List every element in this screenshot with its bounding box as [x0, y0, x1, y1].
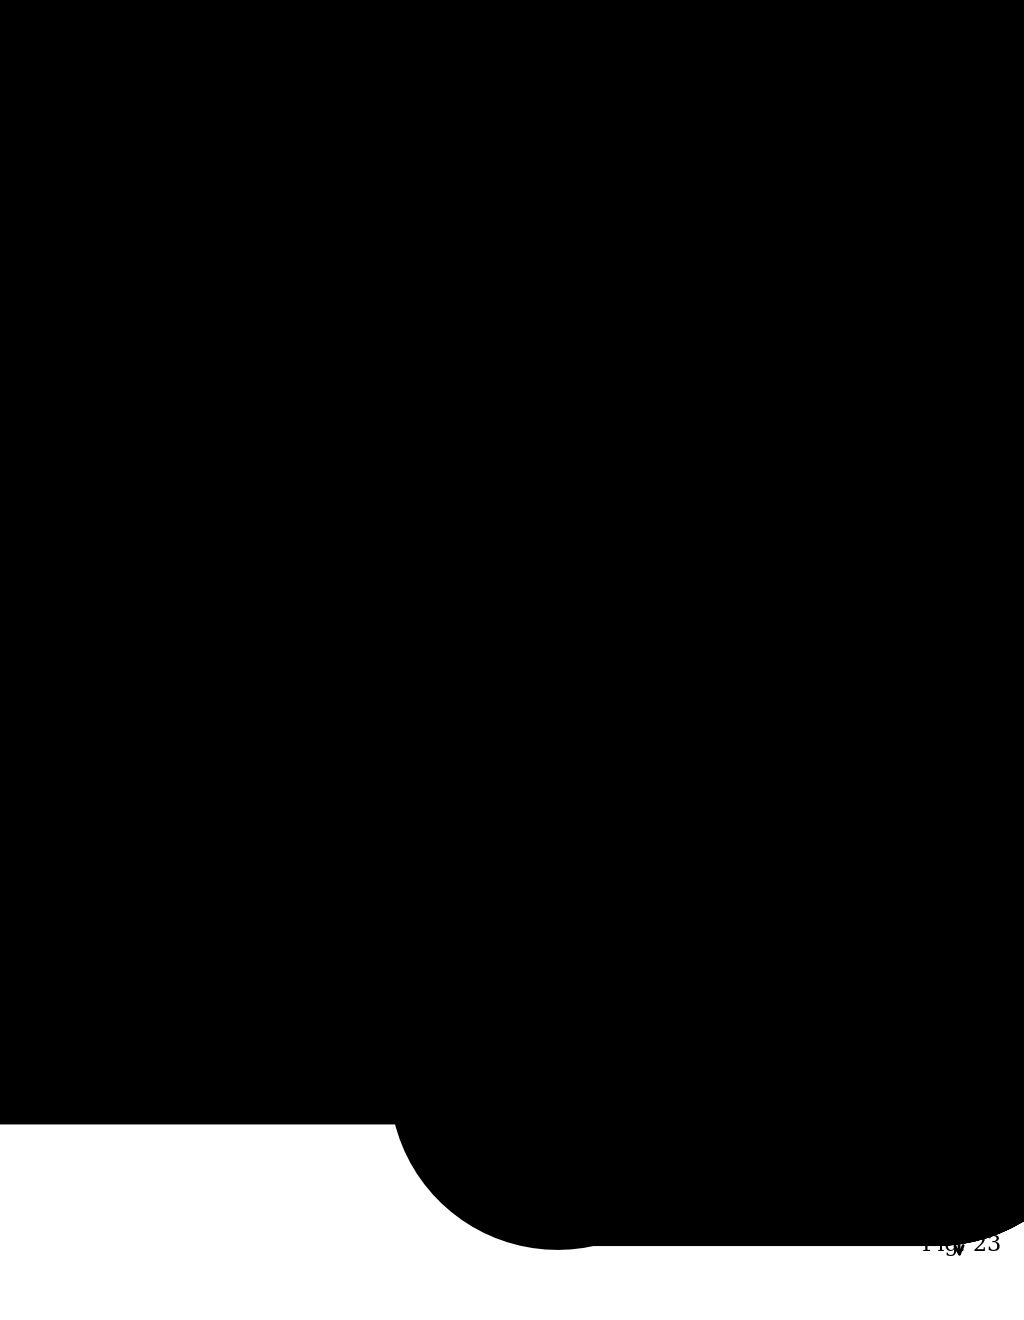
Text: Jan. 5, 2012   Sheet 13 of 17: Jan. 5, 2012 Sheet 13 of 17 [830, 88, 1024, 102]
Text: 34: 34 [901, 731, 926, 748]
Text: 5: 5 [914, 360, 927, 379]
Text: US 2012/0002295 A1: US 2012/0002295 A1 [985, 88, 1024, 102]
Text: BS: BS [970, 1056, 997, 1074]
Text: 5: 5 [914, 866, 927, 884]
Text: 6: 6 [914, 191, 927, 209]
Text: BS: BS [970, 236, 997, 253]
Text: BS: BS [970, 731, 997, 748]
Text: 5: 5 [914, 1171, 927, 1189]
Text: 3: 3 [914, 671, 927, 689]
Text: V: V [912, 771, 927, 789]
Text: 3: 3 [914, 1069, 927, 1086]
Text: 3: 3 [914, 246, 927, 264]
Text: V: V [912, 284, 927, 302]
Text: Fig. 21: Fig. 21 [923, 418, 1001, 441]
Text: Fig. 23: Fig. 23 [923, 1234, 1001, 1257]
Text: Patent Application Publication: Patent Application Publication [898, 88, 1024, 102]
Text: 6: 6 [914, 1051, 927, 1069]
Text: 6: 6 [914, 693, 927, 711]
Text: Fig. 22: Fig. 22 [923, 859, 1001, 880]
